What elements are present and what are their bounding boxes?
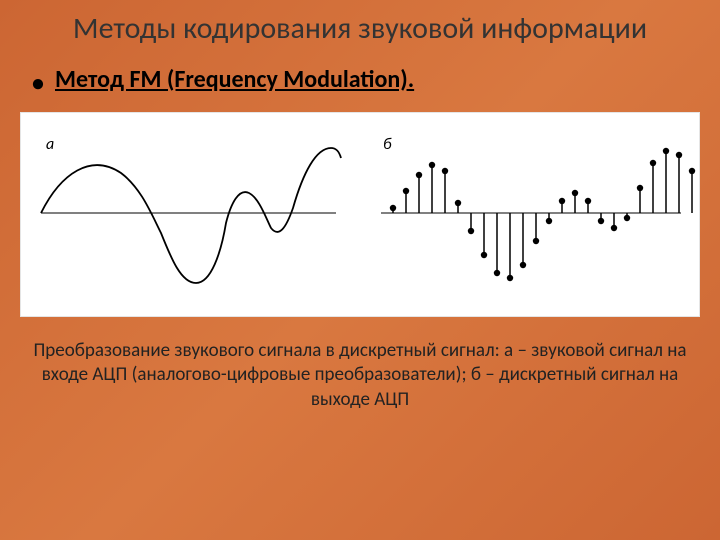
bullet-dot: •: [32, 69, 44, 98]
diagram-svg: [21, 113, 701, 318]
slide-subtitle: • Метод FM (Frequency Modulation).: [0, 47, 720, 94]
slide-title: Методы кодирования звуковой информации: [0, 0, 720, 47]
caption-text: Преобразование звукового сигнала в дискр…: [0, 317, 720, 413]
subtitle-text: Метод FM (Frequency Modulation).: [55, 65, 414, 94]
diagram-container: а б: [20, 112, 700, 317]
